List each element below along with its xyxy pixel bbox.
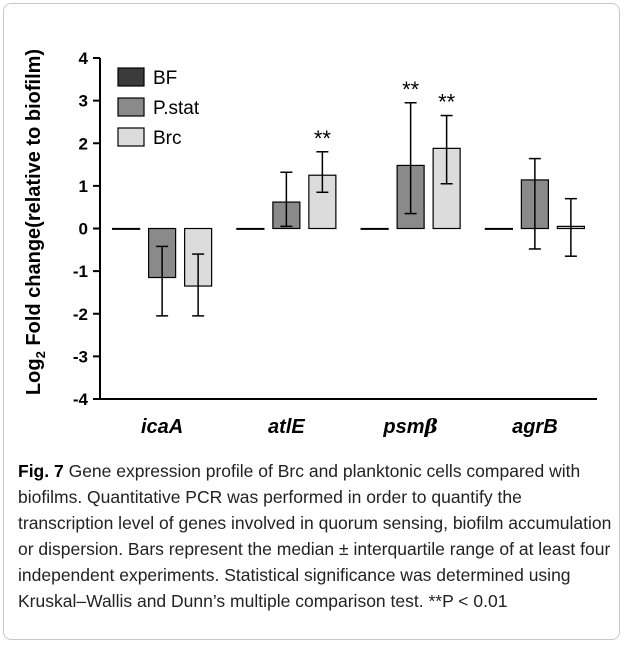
bar-bf [112, 227, 141, 230]
bar-bf [236, 227, 265, 230]
y-tick-label: 1 [79, 177, 88, 196]
y-tick-label: -3 [73, 347, 88, 366]
significance-label: ** [402, 77, 420, 102]
x-tick-label-text: atlE [268, 416, 305, 438]
figure-label: Fig. 7 [18, 461, 64, 481]
legend-label: Brc [153, 128, 182, 149]
caption-text: Gene expression profile of Brc and plank… [18, 461, 612, 611]
y-axis-label: Log2 Fold change(relative to biofilm) [23, 49, 48, 395]
bar-bf [484, 227, 513, 230]
y-tick-label: -4 [73, 390, 89, 409]
y-tick-label: 2 [79, 134, 88, 153]
legend-swatch [117, 127, 145, 147]
y-axis-label-prefix: Log [23, 358, 45, 395]
y-tick-label: 0 [79, 220, 88, 239]
x-tick-label: icaA [141, 416, 183, 438]
y-axis-label-subscript: 2 [33, 351, 48, 358]
bar-chart: Log2 Fold change(relative to biofilm) 43… [23, 49, 597, 438]
y-axis-label-rest: Fold change(relative to biofilm) [23, 49, 45, 351]
x-tick-label-suffix: β [424, 414, 438, 438]
significance-label: ** [314, 126, 332, 151]
legend-label: BF [153, 68, 177, 89]
bar-brc [432, 147, 461, 230]
x-tick-label-text: psm [382, 416, 424, 438]
figure-caption: Fig. 7 Gene expression profile of Brc an… [18, 458, 618, 614]
legend-swatch [117, 97, 145, 117]
figure-frame [3, 3, 620, 640]
bar-bf [360, 227, 389, 230]
y-tick-label: -1 [73, 262, 88, 281]
x-tick-label: atlE [268, 416, 305, 438]
y-tick-label: 3 [79, 92, 88, 111]
legend-swatch [117, 67, 145, 87]
x-tick-label: psmβ [382, 414, 437, 438]
legend-label: P.stat [153, 98, 200, 119]
x-tick-label-text: icaA [141, 416, 183, 438]
x-tick-label-text: agrB [512, 416, 558, 438]
significance-label: ** [438, 90, 456, 115]
y-tick-label: 4 [79, 49, 89, 68]
x-tick-label: agrB [512, 416, 558, 438]
y-tick-label: -2 [73, 305, 88, 324]
